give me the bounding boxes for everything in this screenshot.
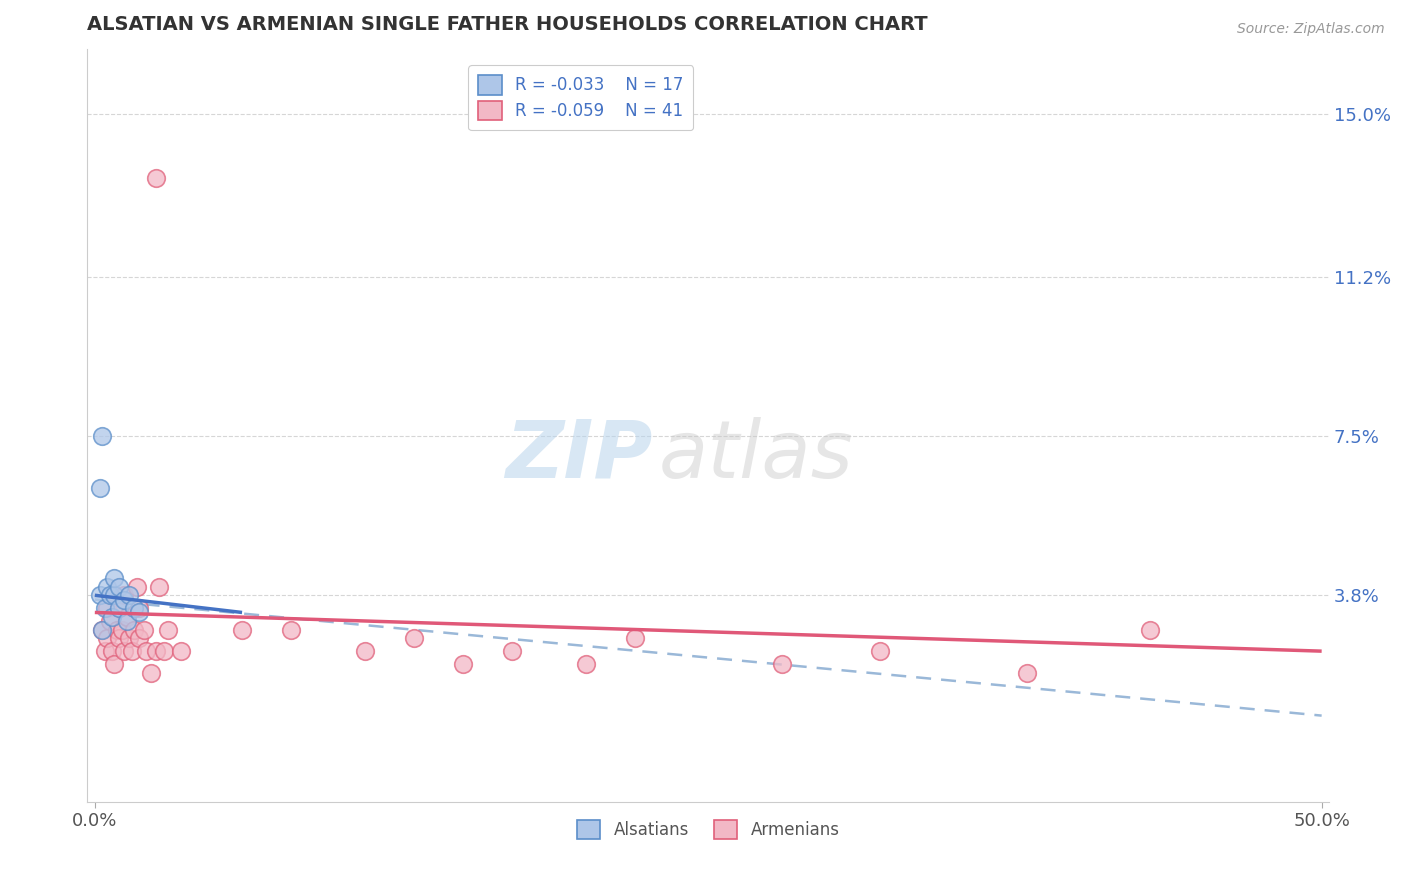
Point [93,644,115,658]
Point [128,606,150,620]
Point [152,644,174,658]
Point [89,588,111,602]
Point [128,601,150,615]
Point [122,623,145,637]
Point [451,657,474,671]
Point [770,657,793,671]
Text: Source: ZipAtlas.com: Source: ZipAtlas.com [1237,22,1385,37]
Text: ZIP: ZIP [505,417,652,494]
Point [132,623,155,637]
Point [93,601,115,615]
Point [98,588,121,602]
Point [118,632,141,646]
Point [170,644,193,658]
Point [157,623,180,637]
Point [101,609,124,624]
Point [574,657,596,671]
Point [91,623,114,637]
Point [280,623,302,637]
Point [402,632,425,646]
Point [121,644,143,658]
Point [148,580,170,594]
Point [145,171,167,186]
Point [112,592,135,607]
Text: atlas: atlas [658,417,853,494]
Point [89,481,111,495]
Point [141,665,163,680]
Point [115,609,138,624]
Point [108,601,131,615]
Point [112,644,135,658]
Point [91,623,114,637]
Point [1139,623,1161,637]
Point [96,632,118,646]
Point [122,601,145,615]
Point [231,623,253,637]
Point [108,580,131,594]
Point [103,571,125,585]
Point [125,580,148,594]
Point [91,429,114,443]
Point [353,644,375,658]
Point [501,644,523,658]
Legend: Alsatians, Armenians: Alsatians, Armenians [571,814,846,846]
Point [145,644,167,658]
Point [869,644,891,658]
Point [623,632,645,646]
Point [1017,665,1039,680]
Point [103,657,125,671]
Point [101,644,124,658]
Point [135,644,157,658]
Point [108,601,131,615]
Point [96,580,118,594]
Text: ALSATIAN VS ARMENIAN SINGLE FATHER HOUSEHOLDS CORRELATION CHART: ALSATIAN VS ARMENIAN SINGLE FATHER HOUSE… [87,15,928,34]
Point [103,588,125,602]
Point [96,601,118,615]
Point [111,623,134,637]
Point [105,623,128,637]
Point [108,632,131,646]
Point [98,614,121,628]
Point [118,588,141,602]
Point [128,632,150,646]
Point [115,614,138,628]
Point [112,588,135,602]
